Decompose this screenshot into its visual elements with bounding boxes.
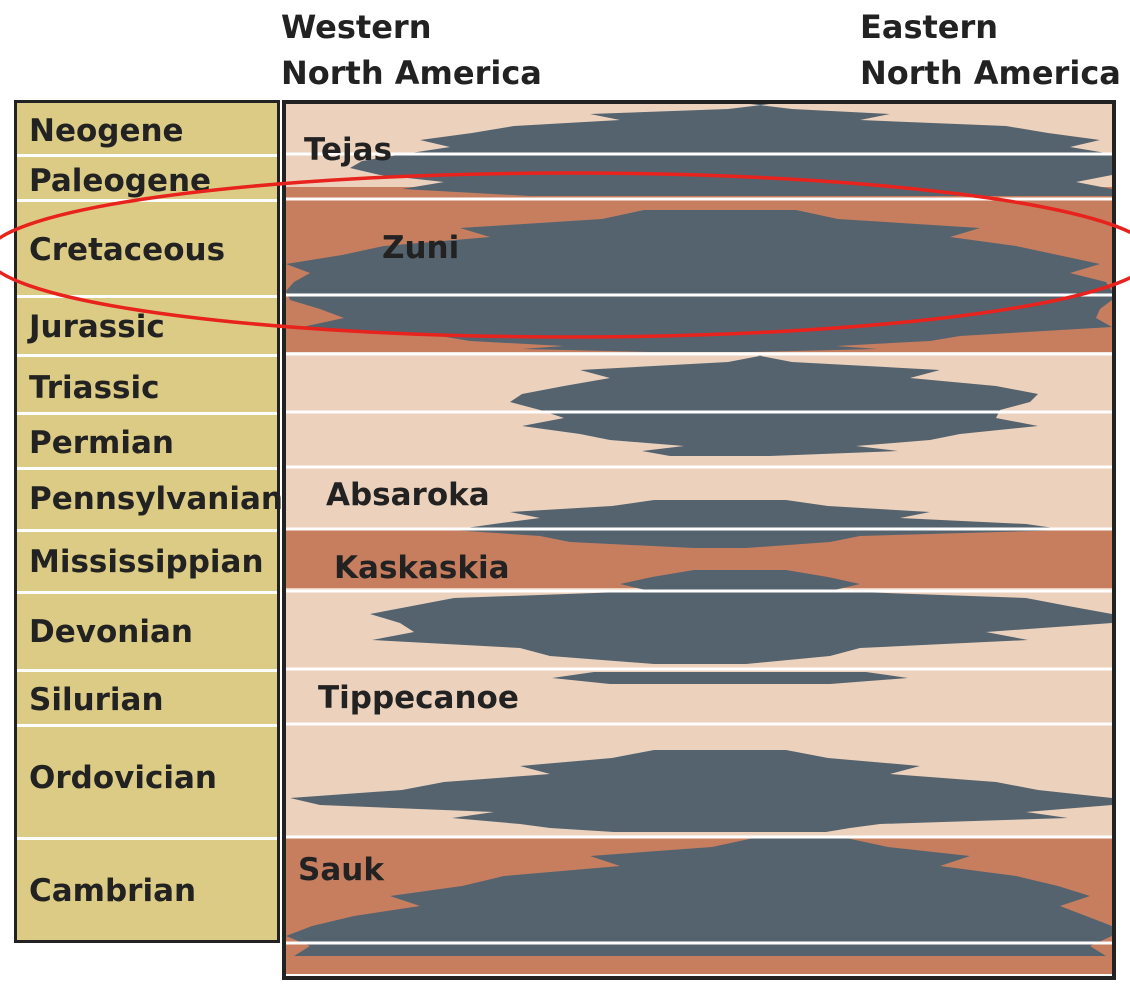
period-label-ordovician: Ordovician [29, 760, 217, 796]
eastern-header-line2: North America [860, 54, 1121, 92]
period-label-silurian: Silurian [29, 682, 164, 718]
period-divider [17, 354, 277, 357]
period-label-pennsylvanian: Pennsylvanian [29, 481, 283, 517]
period-divider [17, 295, 277, 298]
sequence-label-tippecanoe: Tippecanoe [318, 680, 519, 716]
period-divider [17, 591, 277, 594]
period-label-neogene: Neogene [29, 113, 184, 149]
period-divider [17, 669, 277, 672]
western-north-america-header: Western North America [281, 4, 542, 96]
sequence-label-kaskaskia: Kaskaskia [334, 550, 510, 586]
period-divider [17, 724, 277, 727]
period-divider [17, 412, 277, 415]
period-label-cambrian: Cambrian [29, 873, 197, 909]
period-divider [17, 154, 277, 157]
unconformity-gap [286, 210, 1112, 352]
annotation-ellipse [0, 171, 1130, 339]
unconformity-gap [290, 750, 1112, 832]
period-divider [17, 529, 277, 532]
diagram-frame [282, 100, 1116, 980]
western-header-line1: Western [281, 8, 432, 46]
period-label-devonian: Devonian [29, 614, 193, 650]
sequence-label-sauk: Sauk [298, 852, 385, 888]
sequence-label-tejas: Tejas [304, 132, 392, 168]
period-label-cretaceous: Cretaceous [29, 232, 226, 268]
unconformity-gap [286, 838, 1112, 956]
period-divider [17, 199, 277, 202]
western-header-line2: North America [281, 54, 542, 92]
period-label-permian: Permian [29, 425, 174, 461]
sequence-label-zuni: Zuni [382, 230, 459, 266]
sequence-label-absaroka: Absaroka [326, 477, 490, 513]
eastern-header-line1: Eastern [860, 8, 999, 46]
eastern-north-america-header: Eastern North America [860, 4, 1121, 96]
unconformity-gap [510, 354, 1038, 456]
period-label-mississippian: Mississippian [29, 544, 264, 580]
unconformity-gap [452, 500, 1068, 548]
period-label-triassic: Triassic [29, 370, 160, 406]
period-divider [17, 837, 277, 840]
period-divider [17, 467, 277, 470]
unconformity-gap [370, 570, 1112, 664]
unconformity-gap [552, 672, 908, 684]
period-column: Neogene Paleogene Cretaceous Jurassic Tr… [14, 100, 283, 943]
period-label-jurassic: Jurassic [29, 309, 165, 345]
